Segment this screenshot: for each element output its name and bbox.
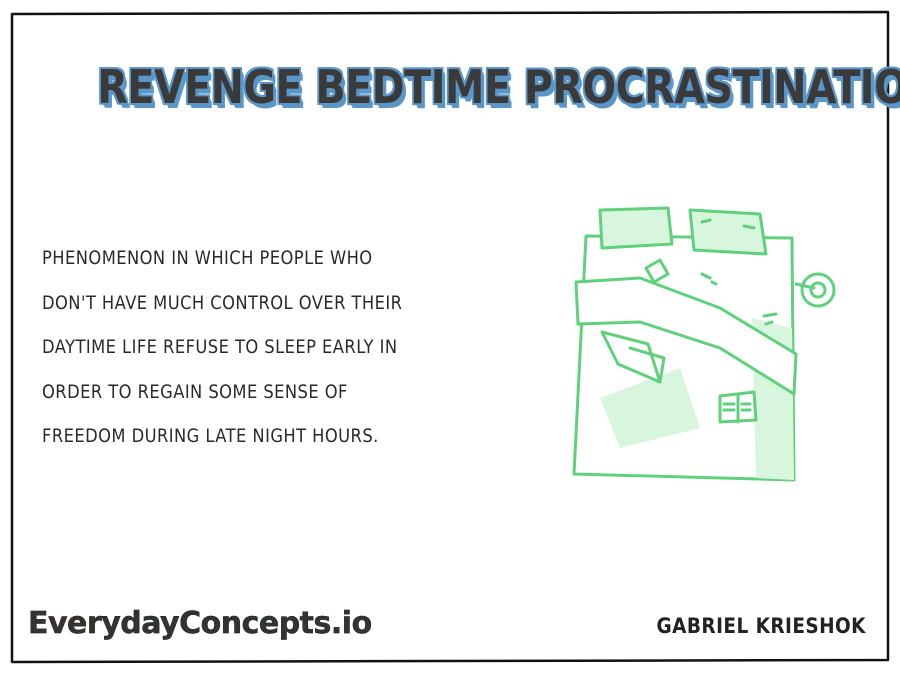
page-title: REVENGE BEDTIME PROCRASTINATION — [97, 60, 900, 114]
brand-text: EverydayConcepts.io — [28, 606, 373, 641]
author-signature: Gabriel Krieshok — [656, 614, 866, 638]
brand-logo: EverydayConcepts.io — [28, 606, 373, 641]
definition-line: daytime life refuse to sleep early in — [42, 336, 398, 358]
definition-line: order to regain some sense of — [42, 380, 348, 403]
definition-line: don't have much control over their — [42, 291, 403, 314]
definition-line: freedom during late night hours. — [42, 425, 379, 447]
definition-text: Phenomenon in which people who don't hav… — [42, 236, 562, 459]
definition-line: Phenomenon in which people who — [42, 247, 373, 269]
bed-icon — [572, 206, 836, 482]
